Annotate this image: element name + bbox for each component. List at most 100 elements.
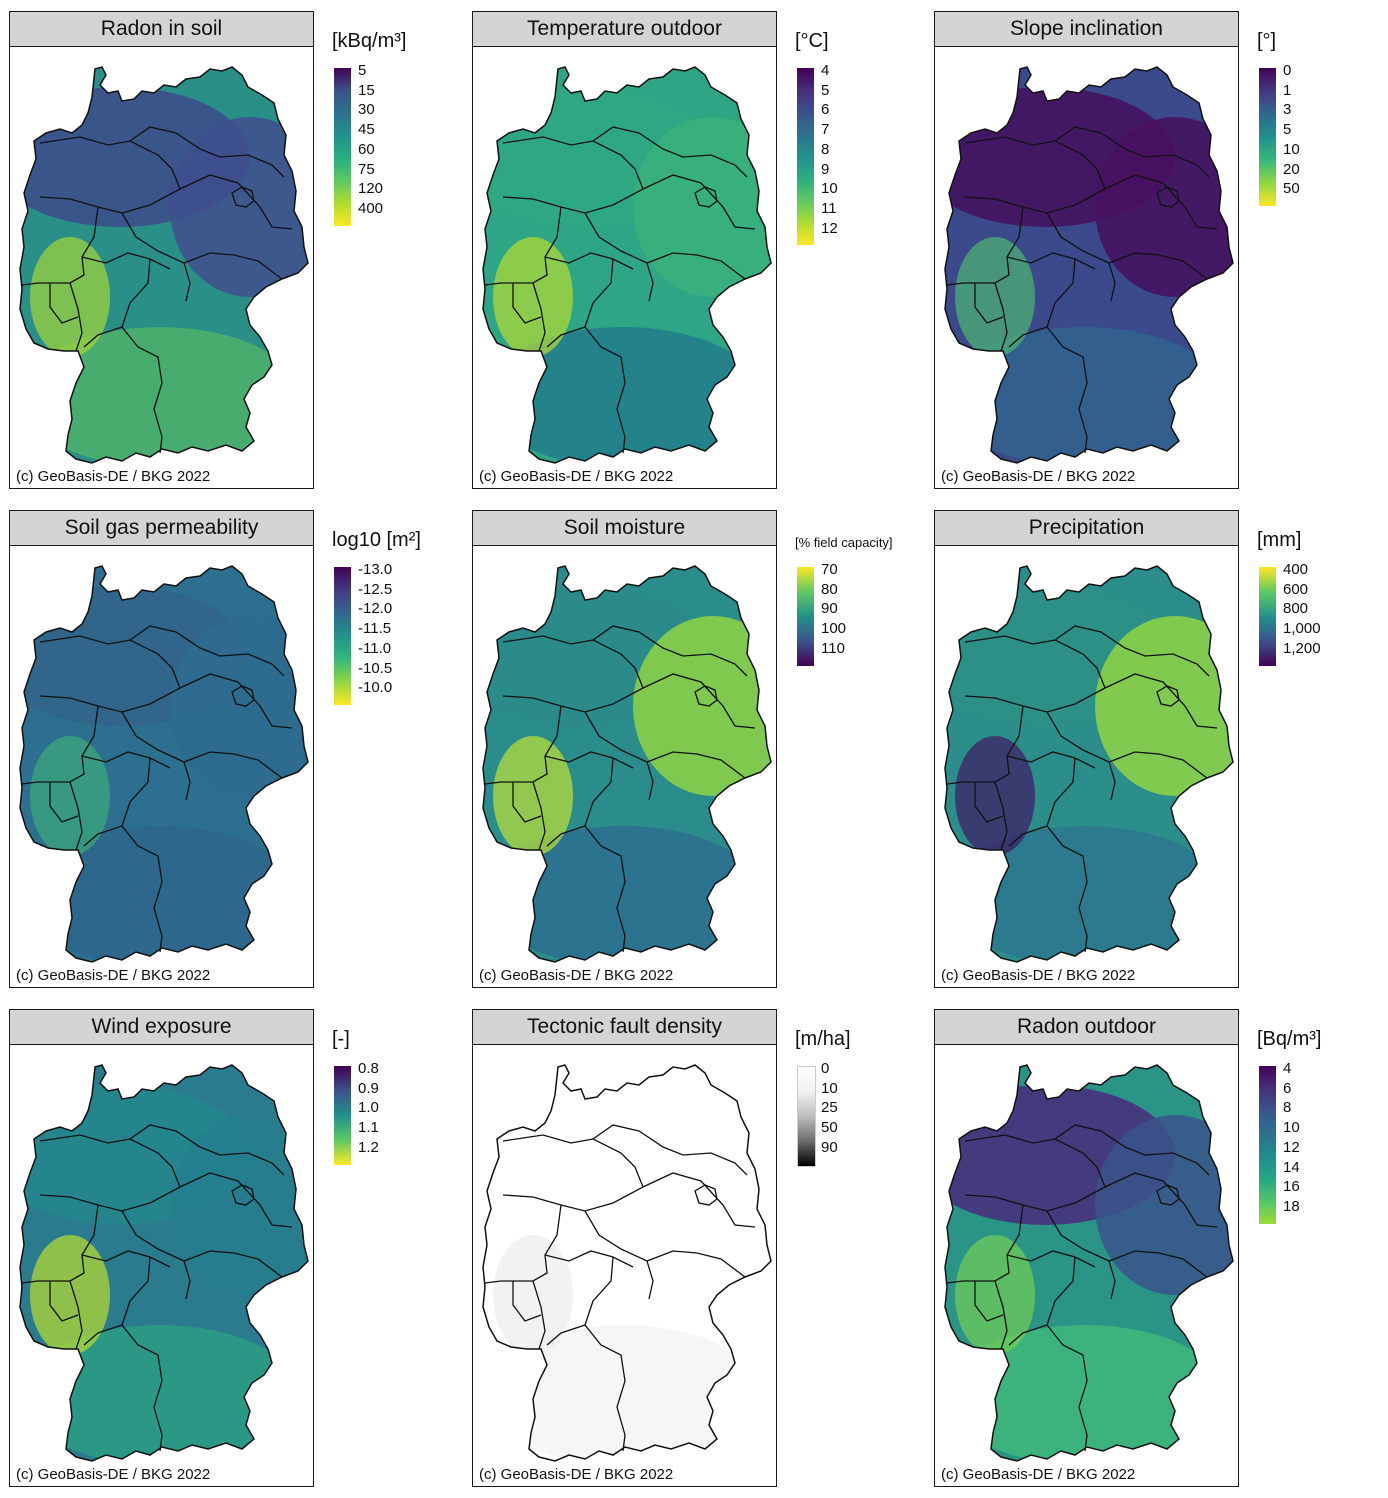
state-border: [964, 1186, 1106, 1212]
legend-tick-label: 11: [821, 199, 837, 217]
state-border: [646, 1260, 654, 1300]
state-border: [129, 126, 285, 178]
state-border: [83, 1324, 123, 1346]
state-border: [121, 1210, 283, 1278]
panel-title: Slope inclination: [935, 12, 1238, 47]
legend-tick-label: 90: [821, 1138, 838, 1156]
legend-tick-label: 0: [1283, 62, 1292, 79]
state-border: [642, 673, 756, 729]
state-border: [179, 174, 293, 230]
map-fill: [945, 566, 1233, 962]
region-fill-accent: [30, 1235, 110, 1355]
state-border: [1006, 1250, 1096, 1268]
legend-tick-label: 400: [358, 199, 384, 217]
state-border: [502, 188, 644, 214]
legend-slope-inclination: [°] 0 1 3 5 10 20 50: [1257, 30, 1387, 290]
legend-tick-label: 5: [1283, 121, 1292, 139]
germany-map: [482, 66, 772, 464]
legend-colorbar: [797, 567, 814, 666]
legend-tick-label: 1,200: [1283, 639, 1321, 657]
berlin-border: [694, 1184, 718, 1206]
map-credit: (c) GeoBasis-DE / BKG 2022: [941, 967, 1136, 984]
state-border: [21, 705, 99, 785]
legend-tick-label: -11.5: [358, 620, 392, 638]
state-border: [183, 761, 191, 801]
state-border: [484, 705, 562, 785]
legend-tick-label: 8: [821, 140, 830, 158]
state-border: [592, 126, 748, 178]
legend-tick-label: -12.5: [358, 580, 393, 598]
legend-unit: [% field capacity]: [795, 535, 893, 550]
map-fill: [483, 1065, 771, 1461]
legend-tick-label: 9: [821, 160, 830, 178]
legend-tick-label: 50: [821, 1119, 838, 1137]
legend-wind-exposure: [-] 0.8 0.9 1.0 1.1 1.2: [332, 1028, 462, 1288]
state-border: [179, 673, 293, 729]
state-border: [1054, 1124, 1210, 1176]
region-fill-south: [945, 327, 1225, 463]
legend-tick-label: 14: [1283, 1158, 1300, 1176]
state-border: [1046, 1210, 1208, 1278]
legend-unit: log10 [m²]: [332, 529, 421, 551]
state-border: [502, 1186, 644, 1212]
legend-unit: [°C]: [795, 30, 829, 52]
state-border: [592, 1124, 748, 1176]
germany-map: [482, 1064, 772, 1462]
legend-unit: [°]: [1257, 30, 1277, 52]
state-border: [532, 282, 546, 352]
state-border: [1108, 262, 1116, 302]
state-border: [994, 781, 1008, 851]
state-border: [1008, 326, 1048, 348]
panel-title: Soil gas permeability: [10, 511, 313, 546]
state-border: [512, 1281, 542, 1322]
state-border: [946, 705, 1024, 785]
map-fill: [20, 566, 308, 962]
legend-tick-label: 25: [821, 1099, 838, 1117]
panel-title: Radon outdoor: [935, 1010, 1238, 1045]
state-border: [69, 781, 83, 851]
state-border: [1108, 1260, 1116, 1300]
legend-tick-label: 110: [821, 639, 845, 657]
state-border: [39, 188, 181, 214]
state-border: [642, 174, 756, 230]
legend-tick-label: 120: [358, 180, 384, 198]
state-border: [512, 283, 542, 324]
map-credit: (c) GeoBasis-DE / BKG 2022: [16, 468, 211, 485]
legend-tick-label: 3: [1283, 101, 1292, 119]
state-border: [1008, 825, 1048, 847]
state-border: [532, 1280, 546, 1350]
legend-tick-label: 7: [821, 121, 830, 139]
state-border: [121, 757, 163, 953]
state-border: [129, 625, 285, 677]
region-fill-accent: [955, 1235, 1035, 1355]
map-fill: [945, 67, 1233, 463]
legend-colorbar: [1259, 1066, 1276, 1224]
map-credit: (c) GeoBasis-DE / BKG 2022: [16, 967, 211, 984]
state-border: [183, 1260, 191, 1300]
legend-temperature-outdoor: [°C] 4 5 6 7 8 9 10 11 12: [795, 30, 925, 290]
region-fill-accent: [30, 736, 110, 856]
state-border: [546, 326, 586, 348]
legend-tick-label: 10: [1283, 140, 1300, 158]
berlin-border: [1156, 1184, 1180, 1206]
legend-tick-label: 1: [1283, 81, 1292, 99]
state-border: [1008, 1324, 1048, 1346]
legend-tick-label: 0.8: [358, 1060, 379, 1077]
state-border: [484, 1204, 562, 1284]
state-border: [49, 283, 79, 324]
country-border: [944, 66, 1234, 464]
state-border: [584, 258, 626, 454]
state-border: [121, 711, 283, 779]
state-border: [81, 1250, 171, 1268]
state-border: [81, 252, 171, 270]
country-border: [944, 565, 1234, 963]
state-border: [994, 1280, 1008, 1350]
berlin-border: [231, 685, 255, 707]
state-border: [121, 258, 163, 454]
legend-tick-label: 600: [1283, 580, 1309, 598]
legend-tick-label: -10.0: [358, 679, 393, 697]
germany-map: [482, 565, 772, 963]
region-fill-south: [483, 826, 763, 962]
legend-tick-label: 6: [821, 101, 830, 119]
legend-tick-label: 400: [1283, 561, 1309, 578]
